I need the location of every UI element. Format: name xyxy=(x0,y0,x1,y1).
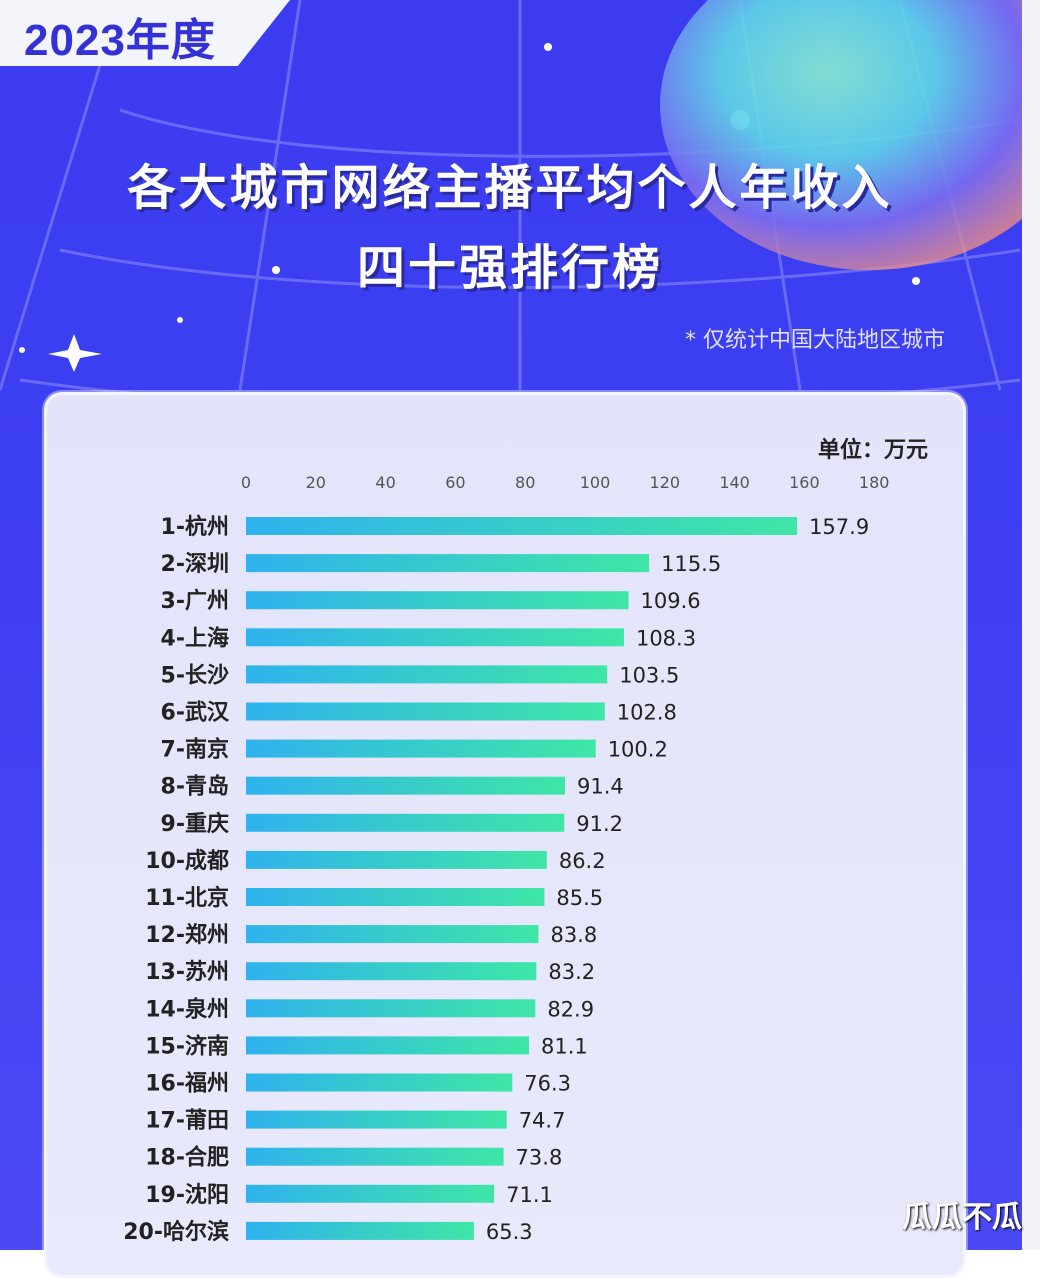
bar xyxy=(246,813,565,832)
value-label: 73.8 xyxy=(516,1146,563,1170)
category-label: 8-青岛 xyxy=(161,774,229,800)
category-label: 13-苏州 xyxy=(145,959,229,985)
value-label: 102.8 xyxy=(617,701,677,725)
x-tick-label: 20 xyxy=(306,473,326,492)
x-tick-label: 100 xyxy=(580,473,611,492)
watermark: 瓜瓜不瓜 xyxy=(902,1200,1022,1235)
category-label: 2-深圳 xyxy=(161,552,229,577)
value-label: 157.9 xyxy=(809,515,869,539)
year-label: 2023年度 xyxy=(24,16,216,65)
right-frame xyxy=(1022,0,1040,1250)
x-tick-label: 180 xyxy=(859,473,890,492)
category-label: 1-杭州 xyxy=(161,514,229,540)
bar xyxy=(246,776,565,795)
category-label: 5-长沙 xyxy=(161,663,229,688)
bar xyxy=(246,554,650,573)
value-label: 81.1 xyxy=(541,1034,588,1058)
value-label: 91.2 xyxy=(576,812,623,836)
value-label: 85.5 xyxy=(556,886,603,910)
bar xyxy=(246,850,547,869)
bar xyxy=(246,962,537,981)
x-tick-label: 0 xyxy=(241,473,251,492)
bar xyxy=(246,702,605,721)
value-label: 91.4 xyxy=(577,775,624,799)
value-label: 82.9 xyxy=(547,997,594,1021)
x-tick-label: 120 xyxy=(650,473,681,492)
value-label: 76.3 xyxy=(524,1072,571,1096)
category-label: 10-成都 xyxy=(145,849,229,874)
category-label: 14-泉州 xyxy=(145,996,229,1022)
category-label: 17-莆田 xyxy=(145,1109,229,1134)
bar xyxy=(246,1221,474,1240)
category-label: 7-南京 xyxy=(161,737,229,763)
chart-title-line1: 各大城市网络主播平均个人年收入 xyxy=(127,160,893,216)
value-label: 86.2 xyxy=(559,849,606,873)
year-tab xyxy=(0,0,290,66)
star-icon xyxy=(48,334,102,372)
x-tick-label: 60 xyxy=(445,473,465,492)
x-tick-label: 80 xyxy=(515,473,535,492)
category-label: 3-广州 xyxy=(161,588,229,614)
footnote: * 仅统计中国大陆地区城市 xyxy=(685,328,945,353)
category-label: 15-济南 xyxy=(145,1033,229,1059)
value-label: 100.2 xyxy=(608,738,668,762)
bar xyxy=(246,628,624,647)
bar xyxy=(246,1036,530,1055)
bar xyxy=(246,665,608,684)
category-label: 6-武汉 xyxy=(161,701,230,726)
value-label: 115.5 xyxy=(661,552,721,576)
value-label: 74.7 xyxy=(519,1109,566,1133)
bar xyxy=(246,888,545,906)
category-label: 11-北京 xyxy=(145,885,229,911)
x-tick-label: 40 xyxy=(375,473,395,492)
value-label: 103.5 xyxy=(619,663,679,687)
category-label: 4-上海 xyxy=(161,625,229,651)
value-label: 108.3 xyxy=(636,626,696,650)
category-label: 18-合肥 xyxy=(145,1145,229,1171)
bar xyxy=(246,1184,495,1203)
value-label: 71.1 xyxy=(506,1183,553,1207)
chart-title-line2: 四十强排行榜 xyxy=(356,240,663,296)
x-tick-label: 140 xyxy=(719,473,750,492)
bar-chart: 0 20 40 60 80 100 120 140 160 180 1-杭州 157.9 2-深圳 11… xyxy=(123,473,890,1245)
category-label: 20-哈尔滨 xyxy=(123,1219,229,1245)
value-label: 109.6 xyxy=(641,589,701,613)
x-tick-label: 160 xyxy=(789,473,820,492)
category-label: 19-沈阳 xyxy=(145,1183,229,1208)
unit-label: 单位：万元 xyxy=(817,438,928,463)
value-label: 83.8 xyxy=(550,923,597,947)
bar xyxy=(246,925,539,944)
bar xyxy=(246,999,536,1018)
category-label: 9-重庆 xyxy=(161,811,229,837)
bar xyxy=(246,739,596,758)
bar xyxy=(246,1147,504,1166)
bar xyxy=(246,517,798,535)
bar xyxy=(246,1073,513,1092)
category-label: 16-福州 xyxy=(145,1072,229,1097)
bar xyxy=(246,1110,507,1129)
value-label: 65.3 xyxy=(486,1220,533,1244)
category-label: 12-郑州 xyxy=(145,923,229,948)
value-label: 83.2 xyxy=(548,960,595,984)
bar xyxy=(246,591,629,610)
